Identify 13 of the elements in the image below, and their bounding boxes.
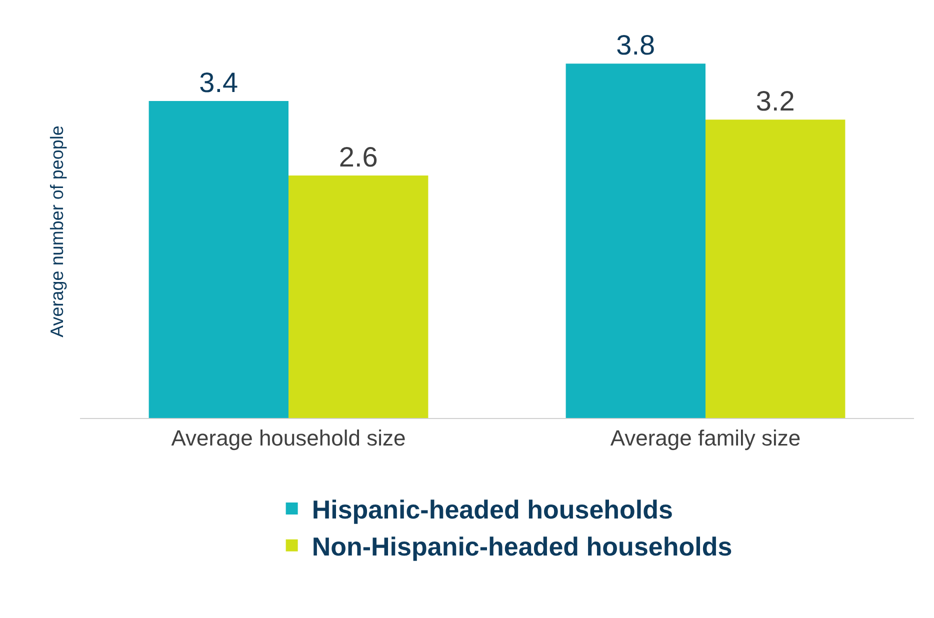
x-tick-label: Average family size bbox=[610, 425, 801, 450]
bar bbox=[706, 120, 846, 418]
y-axis-title: Average number of people bbox=[47, 126, 68, 338]
data-label: 3.8 bbox=[616, 30, 656, 61]
bar bbox=[566, 64, 706, 418]
data-label: 3.4 bbox=[199, 66, 238, 98]
x-tick-label: Average household size bbox=[171, 425, 406, 450]
data-label: 3.2 bbox=[756, 86, 795, 117]
legend-label: Non-Hispanic-headed households bbox=[312, 531, 732, 562]
data-label: 2.6 bbox=[338, 142, 378, 173]
bar bbox=[288, 176, 428, 418]
bar bbox=[148, 100, 288, 418]
legend-label: Hispanic-headed households bbox=[312, 494, 673, 525]
